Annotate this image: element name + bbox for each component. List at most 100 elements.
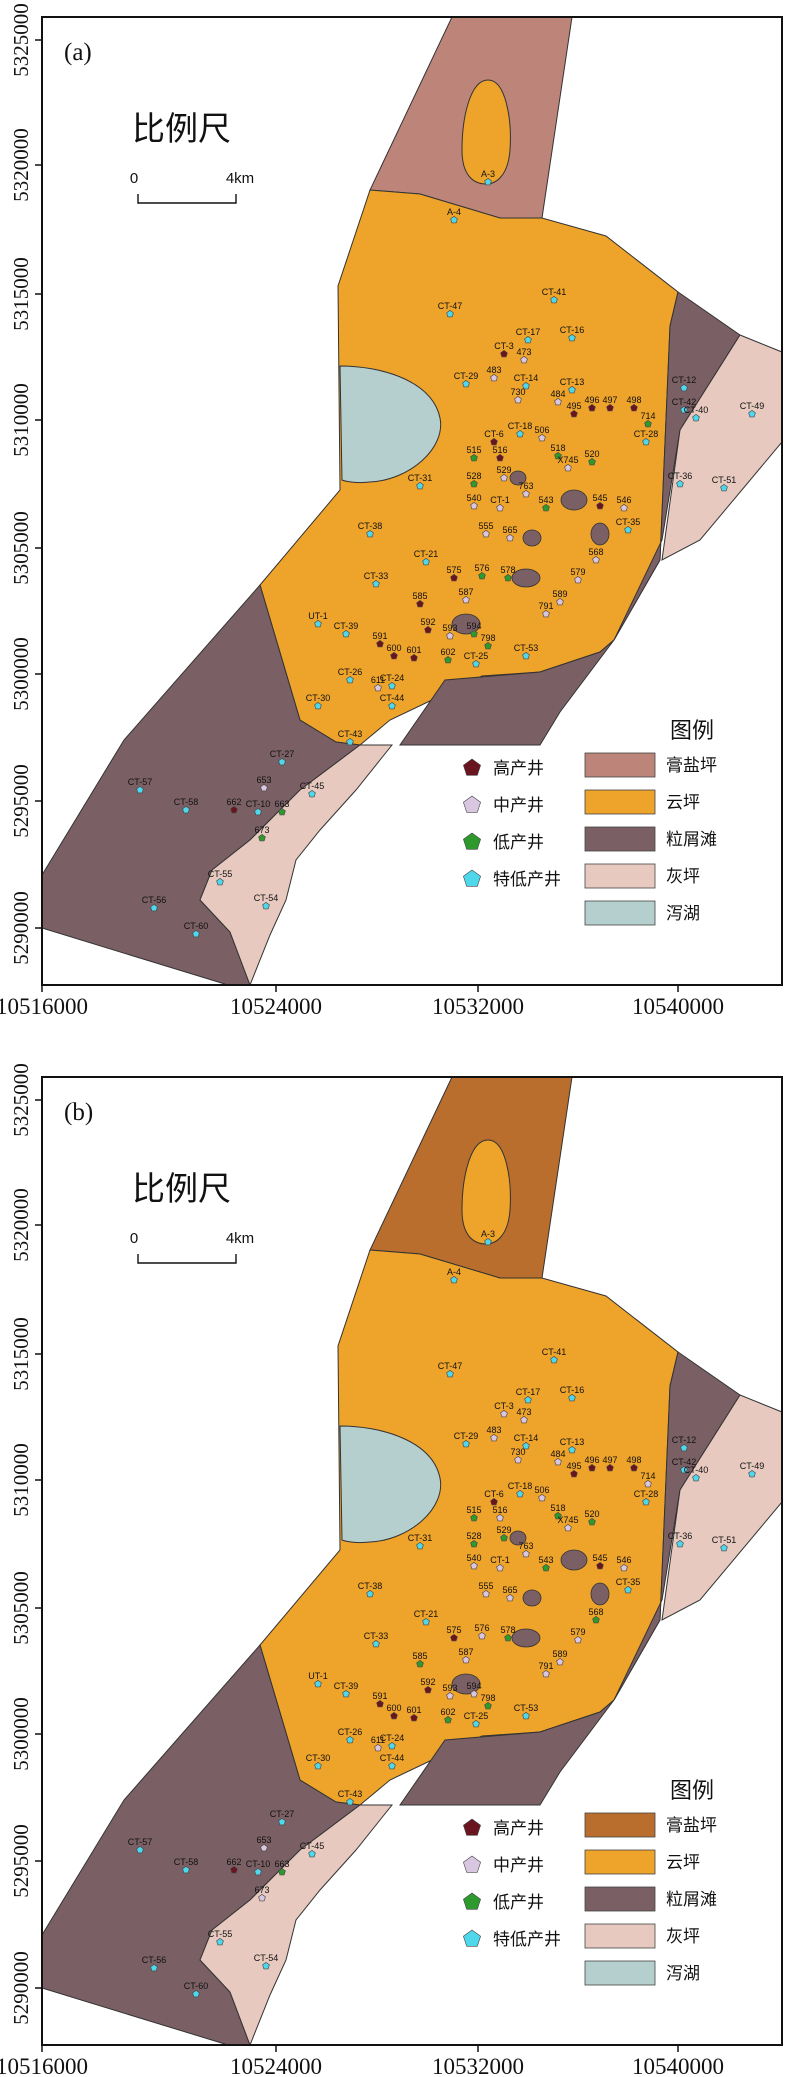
well-marker bbox=[588, 1464, 596, 1472]
well-marker bbox=[680, 406, 688, 414]
well-label: 585 bbox=[412, 1651, 427, 1661]
well-marker bbox=[556, 1658, 564, 1666]
well-marker bbox=[514, 396, 522, 404]
y-axis-tick-label: 5315000 bbox=[9, 257, 33, 331]
well-label: CT-21 bbox=[414, 1609, 439, 1619]
well-label: 515 bbox=[466, 445, 481, 455]
well-label: A-4 bbox=[447, 207, 461, 217]
legend-facies-label: 云坪 bbox=[666, 793, 700, 813]
well-label: 578 bbox=[500, 565, 515, 575]
well-marker bbox=[260, 1844, 268, 1852]
legend-facies-swatch bbox=[584, 1923, 656, 1949]
well-marker bbox=[342, 1690, 350, 1698]
well-marker bbox=[478, 572, 486, 580]
well-label: 662 bbox=[226, 797, 241, 807]
well-label: CT-36 bbox=[668, 471, 693, 481]
well-label: CT-57 bbox=[128, 777, 153, 787]
well-marker bbox=[554, 1512, 562, 1520]
well-label: 600 bbox=[386, 643, 401, 653]
well-marker bbox=[346, 676, 354, 684]
well-label: 592 bbox=[420, 1677, 435, 1687]
well-marker bbox=[422, 558, 430, 566]
legend-pentagon-green-icon bbox=[463, 832, 481, 850]
well-label: CT-36 bbox=[668, 1531, 693, 1541]
well-label: CT-6 bbox=[484, 429, 504, 439]
x-axis-tick-label: 10540000 bbox=[632, 2054, 724, 2077]
well-marker bbox=[478, 1632, 486, 1640]
legend-well-label: 特低产井 bbox=[493, 870, 561, 890]
well-label: CT-53 bbox=[514, 643, 539, 653]
well-marker bbox=[606, 1464, 614, 1472]
well-marker bbox=[490, 1434, 498, 1442]
well-label: CT-39 bbox=[334, 1681, 359, 1691]
well-label: CT-17 bbox=[516, 327, 541, 337]
well-marker bbox=[676, 1540, 684, 1548]
well-label: 543 bbox=[538, 1555, 553, 1565]
well-marker bbox=[568, 1446, 576, 1454]
well-label: UT-1 bbox=[308, 1671, 328, 1681]
legend-pentagon-dark-red-icon bbox=[463, 758, 481, 776]
well-marker bbox=[506, 1594, 514, 1602]
well-label: 484 bbox=[550, 389, 565, 399]
well-marker bbox=[500, 350, 508, 358]
legend-facies-label: 膏盐坪 bbox=[666, 1815, 717, 1836]
well-marker bbox=[260, 784, 268, 792]
well-label: X745 bbox=[557, 455, 578, 465]
well-label: 611 bbox=[371, 1735, 385, 1745]
well-label: UT-1 bbox=[308, 611, 328, 621]
well-label: CT-42 bbox=[672, 1457, 697, 1467]
legend-pentagon-light-purple-icon bbox=[463, 795, 481, 813]
well-label: 518 bbox=[550, 443, 565, 453]
x-axis-tick-label: 10524000 bbox=[230, 994, 322, 1019]
well-marker bbox=[278, 1818, 286, 1826]
well-marker bbox=[564, 464, 572, 472]
well-label: 496 bbox=[584, 1455, 599, 1465]
well-label: 578 bbox=[500, 1625, 515, 1635]
well-label: 589 bbox=[552, 589, 567, 599]
well-label: CT-26 bbox=[338, 667, 363, 677]
grain-bank-patch bbox=[509, 470, 527, 486]
well-label: CT-43 bbox=[338, 729, 363, 739]
well-label: CT-51 bbox=[712, 475, 737, 485]
well-label: 555 bbox=[478, 1581, 493, 1591]
well-label: CT-54 bbox=[254, 893, 279, 903]
well-marker bbox=[692, 414, 700, 422]
legend-facies-label: 泻湖 bbox=[666, 1964, 700, 1984]
legend-pentagon-green-icon bbox=[463, 1892, 481, 1910]
well-label: CT-29 bbox=[454, 371, 479, 381]
legend-facies-swatch bbox=[584, 863, 656, 889]
grain-bank-patch bbox=[560, 489, 588, 511]
well-marker bbox=[462, 596, 470, 604]
well-label: 594 bbox=[466, 621, 481, 631]
well-marker bbox=[490, 374, 498, 382]
well-label: CT-27 bbox=[270, 1809, 295, 1819]
legend-title: 图例 bbox=[670, 719, 714, 744]
well-label: 506 bbox=[534, 1485, 549, 1495]
well-label: CT-54 bbox=[254, 1953, 279, 1963]
legend-facies-swatch bbox=[584, 1849, 656, 1875]
well-marker bbox=[570, 1470, 578, 1478]
y-axis-tick-label: 5310000 bbox=[9, 1443, 33, 1517]
well-marker bbox=[446, 632, 454, 640]
well-marker bbox=[462, 380, 470, 388]
well-marker bbox=[416, 1660, 424, 1668]
well-label: 592 bbox=[420, 617, 435, 627]
well-label: CT-14 bbox=[514, 1433, 539, 1443]
legend-facies-swatch bbox=[584, 900, 656, 926]
well-marker bbox=[588, 404, 596, 412]
well-label: CT-49 bbox=[740, 401, 765, 411]
well-label: CT-55 bbox=[208, 1929, 233, 1939]
well-marker bbox=[308, 1850, 316, 1858]
well-label: CT-38 bbox=[358, 1581, 383, 1591]
well-marker bbox=[376, 640, 384, 648]
well-marker bbox=[596, 502, 604, 510]
well-marker bbox=[150, 904, 158, 912]
well-label: 593 bbox=[442, 1683, 457, 1693]
well-marker bbox=[520, 1416, 528, 1424]
well-label: CT-41 bbox=[542, 1347, 567, 1357]
well-label: 528 bbox=[466, 471, 481, 481]
